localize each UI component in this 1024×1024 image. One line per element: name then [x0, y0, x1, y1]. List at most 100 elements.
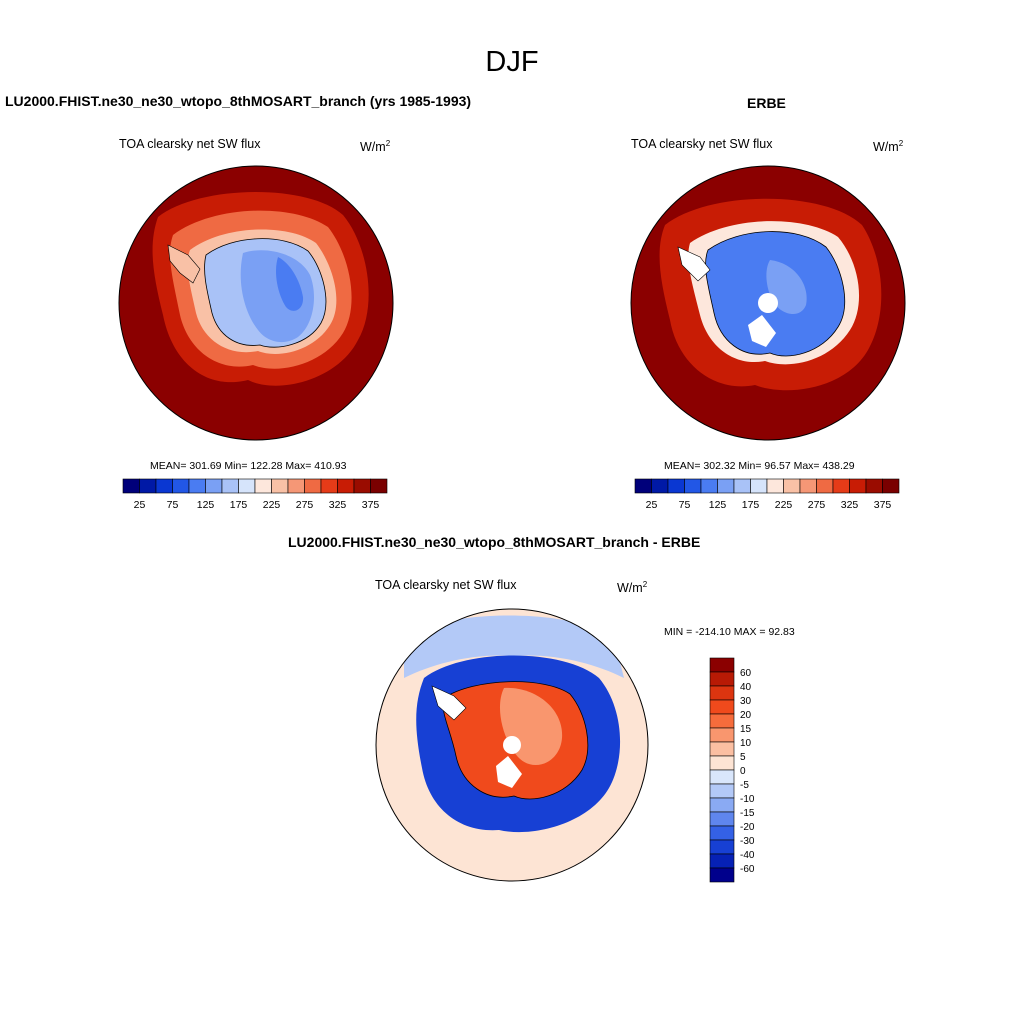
colorbar-swatch — [849, 478, 867, 494]
colorbar-swatch — [709, 713, 735, 729]
colorbar-tick-label: 125 — [197, 499, 215, 511]
colorbar-tick-label: 40 — [740, 682, 752, 693]
colorbar-tick-label: -60 — [740, 864, 755, 875]
colorbar-swatch — [832, 478, 850, 494]
colorbar-swatch — [709, 783, 735, 799]
model-variable-label: TOA clearsky net SW flux — [119, 137, 261, 151]
colorbar-swatch — [709, 699, 735, 715]
colorbar-swatch — [155, 478, 173, 494]
model-panel-title: LU2000.FHIST.ne30_ne30_wtopo_8thMOSART_b… — [5, 93, 472, 109]
colorbar-tick-label: 175 — [230, 499, 248, 511]
colorbar-swatch — [709, 657, 735, 673]
colorbar-swatch — [238, 478, 256, 494]
colorbar-swatch — [667, 478, 685, 494]
model-units-label: W/m2 — [360, 139, 391, 155]
colorbar-swatch — [709, 671, 735, 687]
colorbar-tick-label: 20 — [740, 710, 752, 721]
colorbar-swatch — [651, 478, 669, 494]
diff-variable-label: TOA clearsky net SW flux — [375, 578, 517, 592]
colorbar-swatch — [221, 478, 239, 494]
colorbar-swatch — [353, 478, 371, 494]
northern-negative-band — [404, 615, 624, 678]
colorbar-swatch — [139, 478, 157, 494]
diff-panel-title: LU2000.FHIST.ne30_ne30_wtopo_8thMOSART_b… — [288, 534, 701, 550]
model-stats: MEAN= 301.69 Min= 122.28 Max= 410.93 — [150, 460, 347, 472]
colorbar-tick-label: 375 — [874, 499, 892, 511]
diff-units-label: W/m2 — [617, 580, 648, 596]
antarctic-peninsula — [167, 244, 201, 284]
colorbar-swatch — [172, 478, 190, 494]
colorbar-swatch — [684, 478, 702, 494]
colorbar-swatch — [733, 478, 751, 494]
east-antarctic-plateau — [240, 250, 314, 343]
colorbar-swatch — [865, 478, 883, 494]
plateau-core — [275, 257, 304, 311]
colorbar-tick-label: 75 — [679, 499, 691, 511]
colorbar-tick-label: 75 — [167, 499, 179, 511]
colorbar-tick-label: 275 — [296, 499, 314, 511]
obs-units-label: W/m2 — [873, 139, 904, 155]
colorbar-swatch — [816, 478, 834, 494]
colorbar-swatch — [205, 478, 223, 494]
colorbar-tick-label: -40 — [740, 850, 755, 861]
colorbar-tick-label: -5 — [740, 780, 749, 791]
colorbar-swatch — [709, 755, 735, 771]
colorbar-swatch — [709, 839, 735, 855]
page-title: DJF — [485, 46, 539, 78]
colorbar-swatch — [709, 825, 735, 841]
colorbar-tick-label: -10 — [740, 794, 755, 805]
colorbar-swatch — [634, 478, 652, 494]
colorbar-tick-label: 30 — [740, 696, 752, 707]
colorbar-tick-label: 325 — [841, 499, 859, 511]
colorbar-swatch — [188, 478, 206, 494]
colorbar-tick-label: 5 — [740, 752, 746, 763]
ross-ice-shelf-missing — [748, 315, 776, 347]
polar-hole — [758, 293, 778, 313]
ross-ice-shelf-missing — [496, 756, 522, 788]
obs-stats: MEAN= 302.32 Min= 96.57 Max= 438.29 — [664, 460, 855, 472]
colorbar-swatch — [122, 478, 140, 494]
colorbar-swatch — [750, 478, 768, 494]
colorbar-swatch — [320, 478, 338, 494]
colorbar-swatch — [709, 811, 735, 827]
colorbar-swatch — [304, 478, 322, 494]
model-colorbar: 25 75 125 175 225 275 325 375 — [122, 478, 388, 511]
colorbar-swatch — [709, 685, 735, 701]
colorbar-tick-label: 325 — [329, 499, 347, 511]
colorbar-swatch — [254, 478, 272, 494]
colorbar-swatch — [287, 478, 305, 494]
obs-polar-map — [630, 165, 906, 441]
colorbar-tick-label: 175 — [742, 499, 760, 511]
colorbar-swatch — [709, 867, 735, 883]
colorbar-tick-label: 225 — [263, 499, 281, 511]
colorbar-tick-label: 60 — [740, 668, 752, 679]
diff-stats: MIN = -214.10 MAX = 92.83 — [664, 626, 795, 638]
antarctic-peninsula — [431, 685, 467, 721]
obs-variable-label: TOA clearsky net SW flux — [631, 137, 773, 151]
diff-colorbar: 60 40 30 20 15 10 5 0 -5 -10 -15 -20 -30 -40 -60 — [709, 657, 755, 883]
colorbar-swatch — [783, 478, 801, 494]
colorbar-swatch — [370, 478, 388, 494]
colorbar-swatch — [717, 478, 735, 494]
colorbar-tick-label: 10 — [740, 738, 752, 749]
colorbar-tick-label: 25 — [134, 499, 146, 511]
model-polar-map — [118, 165, 394, 441]
colorbar-swatch — [709, 853, 735, 869]
colorbar-swatch — [709, 727, 735, 743]
colorbar-swatch — [271, 478, 289, 494]
colorbar-swatch — [709, 797, 735, 813]
colorbar-swatch — [709, 741, 735, 757]
diff-polar-map — [375, 608, 649, 882]
colorbar-tick-label: -20 — [740, 822, 755, 833]
colorbar-tick-label: 0 — [740, 766, 746, 777]
colorbar-tick-label: 125 — [709, 499, 727, 511]
obs-panel-title: ERBE — [747, 95, 786, 111]
antarctic-peninsula — [677, 246, 711, 282]
colorbar-swatch — [799, 478, 817, 494]
colorbar-tick-label: 15 — [740, 724, 752, 735]
obs-colorbar: 25 75 125 175 225 275 325 375 — [634, 478, 900, 511]
colorbar-tick-label: 275 — [808, 499, 826, 511]
colorbar-tick-label: -30 — [740, 836, 755, 847]
colorbar-swatch — [766, 478, 784, 494]
colorbar-swatch — [337, 478, 355, 494]
